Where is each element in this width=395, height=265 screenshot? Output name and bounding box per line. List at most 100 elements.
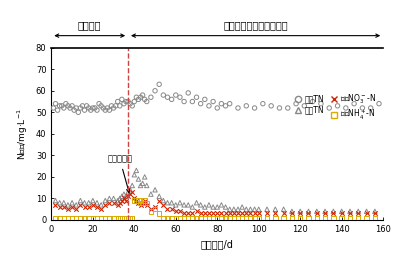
Point xyxy=(268,104,275,108)
Point xyxy=(96,101,102,106)
Point xyxy=(189,205,196,209)
Point xyxy=(322,209,328,214)
Point xyxy=(289,216,295,220)
Point xyxy=(50,106,56,110)
Point xyxy=(148,209,154,214)
Point xyxy=(168,201,175,205)
Point xyxy=(55,108,61,112)
Point xyxy=(137,201,144,205)
Point xyxy=(260,101,266,106)
Point xyxy=(73,106,79,110)
Point xyxy=(326,106,333,110)
Point xyxy=(181,99,187,104)
Point xyxy=(71,108,77,112)
Point xyxy=(98,207,104,211)
Point xyxy=(314,211,320,216)
Point xyxy=(231,211,237,216)
Point xyxy=(104,106,111,110)
Point xyxy=(121,196,127,201)
Point xyxy=(297,211,303,216)
Point xyxy=(86,216,92,220)
Point xyxy=(135,198,141,203)
Point xyxy=(88,108,94,112)
Point xyxy=(61,201,67,205)
Point xyxy=(177,95,183,99)
Point xyxy=(264,216,270,220)
Point xyxy=(56,216,63,220)
Point xyxy=(110,196,117,201)
Point xyxy=(177,201,183,205)
Point xyxy=(297,209,303,214)
Point xyxy=(129,183,135,188)
Point xyxy=(322,216,328,220)
Point xyxy=(339,211,345,216)
Point xyxy=(164,207,171,211)
Point xyxy=(121,101,127,106)
Point xyxy=(280,211,287,216)
Point xyxy=(222,104,229,108)
Point xyxy=(125,216,131,220)
Point xyxy=(61,205,67,209)
Point xyxy=(264,211,270,216)
Point xyxy=(90,106,96,110)
Point xyxy=(56,201,63,205)
Point xyxy=(305,211,312,216)
Point xyxy=(347,216,353,220)
Point xyxy=(98,216,104,220)
Point xyxy=(156,82,162,86)
Point xyxy=(330,216,337,220)
Point xyxy=(222,205,229,209)
Point xyxy=(359,106,366,110)
Text: 第一阶段: 第一阶段 xyxy=(78,20,102,30)
Point xyxy=(73,216,79,220)
Point xyxy=(272,216,278,220)
Point xyxy=(235,207,241,211)
Point xyxy=(181,211,187,216)
Point xyxy=(210,216,216,220)
Point xyxy=(218,216,224,220)
Point xyxy=(256,207,262,211)
Point xyxy=(372,211,378,216)
Point xyxy=(133,198,139,203)
Point xyxy=(131,198,137,203)
Point xyxy=(65,203,71,207)
Point xyxy=(351,101,357,106)
Point xyxy=(198,203,204,207)
Point xyxy=(173,209,179,214)
Point xyxy=(363,216,370,220)
Point xyxy=(69,205,75,209)
Point xyxy=(168,97,175,101)
Point xyxy=(247,216,254,220)
Point xyxy=(235,211,241,216)
Point xyxy=(113,104,119,108)
Point xyxy=(81,216,88,220)
Point xyxy=(115,203,121,207)
Point xyxy=(92,106,98,110)
Point xyxy=(52,203,59,207)
Point xyxy=(125,99,131,104)
Point xyxy=(318,101,324,106)
Point xyxy=(372,216,378,220)
Point xyxy=(117,216,123,220)
Point xyxy=(206,211,212,216)
Point xyxy=(61,106,67,110)
Point xyxy=(127,216,134,220)
Point xyxy=(118,216,125,220)
Point xyxy=(256,211,262,216)
Point xyxy=(206,104,212,108)
Point xyxy=(137,183,144,188)
Point xyxy=(144,99,150,104)
Point xyxy=(69,216,75,220)
Point xyxy=(355,216,361,220)
Point xyxy=(133,95,139,99)
Point xyxy=(90,216,96,220)
Point xyxy=(243,207,250,211)
Point xyxy=(194,95,199,99)
Point xyxy=(102,108,108,112)
Point xyxy=(181,203,187,207)
Point xyxy=(264,207,270,211)
Point xyxy=(202,205,208,209)
Point xyxy=(289,209,295,214)
Point xyxy=(106,108,113,112)
Point xyxy=(139,201,146,205)
